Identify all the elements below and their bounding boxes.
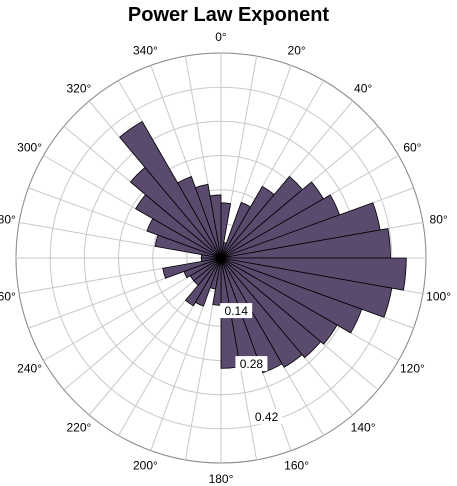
angle-tick-label: 300° [17,141,42,155]
rose-bar [220,257,303,368]
rose-bar [177,175,222,259]
angle-tick-label: 140° [351,420,376,434]
rose-bar [220,257,363,334]
rose-bars [119,120,407,374]
rose-bar [119,120,222,259]
angle-tick-label: 260° [0,289,16,303]
angle-tick-label: 40° [354,82,372,96]
radial-tick-label: 0.14 [225,304,249,318]
rose-bar [194,183,222,259]
rose-bar [162,257,222,279]
angle-tick-label: 320° [66,82,91,96]
radial-tick-label-bg [220,303,253,319]
radial-tick-label: 0.42 [255,410,279,424]
rose-bar [209,194,222,259]
angle-tick-label: 280° [0,213,16,227]
chart-title: Power Law Exponent [127,4,330,26]
axis-labels: 0° 20° 40° 60° 80° 100° 120° 140° 160° 180° 200° 22… [0,30,451,486]
angle-tick-label: 340° [133,43,158,57]
rose-bar [220,257,393,318]
angle-tick-label: 100° [426,289,451,303]
angle-tick-label: 200° [133,459,158,473]
angle-tick-label: 0° [215,30,227,44]
angle-tick-label: 20° [288,43,306,57]
rose-bar [184,257,222,307]
angle-tick-label: 60° [403,141,421,155]
radial-tick-label-bg [250,409,283,425]
rose-bar [220,257,322,359]
rose-bar [220,257,338,345]
angle-tick-label: 120° [400,362,425,376]
angle-tick-label: 240° [17,362,42,376]
radial-tick-label: 0.28 [240,357,264,371]
radial-tick-label-bg [235,356,268,372]
angle-tick-label: 220° [66,420,91,434]
angle-tick-label: 160° [284,459,309,473]
angle-tick-label: 180° [209,472,234,486]
angle-tick-label: 80° [430,213,448,227]
